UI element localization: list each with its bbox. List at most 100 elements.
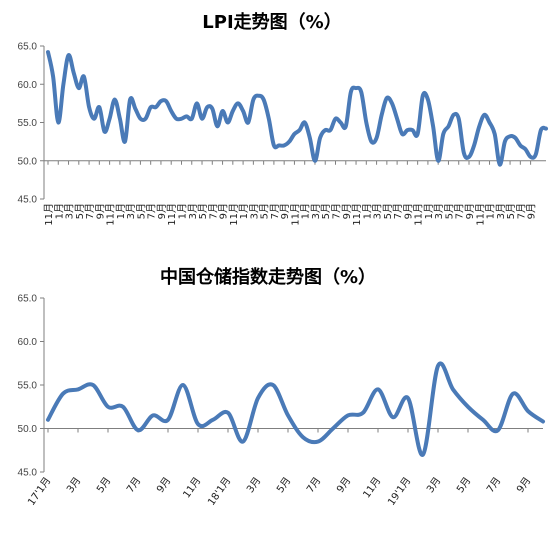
data-point	[107, 405, 110, 408]
x-tick-label: 7月	[84, 203, 96, 219]
data-point	[478, 125, 481, 128]
x-tick-label: 7月	[124, 475, 143, 495]
data-point	[221, 110, 224, 113]
y-tick-label: 50.0	[18, 424, 38, 435]
data-point	[242, 110, 245, 113]
data-point	[314, 159, 317, 162]
data-point	[211, 107, 214, 110]
data-point	[226, 121, 229, 124]
data-point	[360, 90, 363, 93]
data-point	[377, 388, 380, 391]
x-tick-label: 7月	[269, 203, 281, 219]
chart-title: 中国仓储指数走势图（%）	[160, 266, 376, 288]
data-point	[488, 121, 491, 124]
data-point	[195, 102, 198, 105]
y-tick-label: 45.0	[18, 195, 38, 206]
data-point	[416, 133, 419, 136]
data-point	[385, 97, 388, 100]
x-tick-label: 3月	[433, 203, 445, 219]
x-tick-label: 3月	[64, 203, 76, 219]
data-point	[144, 117, 147, 120]
data-point	[47, 418, 50, 421]
data-point	[272, 144, 275, 147]
data-point	[77, 87, 80, 90]
data-point	[380, 113, 383, 116]
x-tick-label: 7月	[146, 203, 158, 219]
data-point	[257, 397, 260, 400]
x-tick-label: 11月	[413, 203, 425, 226]
data-point	[165, 100, 168, 103]
x-tick-label: 11月	[105, 203, 117, 226]
data-point	[182, 384, 185, 387]
data-point	[159, 100, 162, 103]
data-point	[216, 125, 219, 128]
data-point	[298, 129, 301, 132]
data-point	[134, 107, 137, 110]
data-point	[406, 129, 409, 132]
x-tick-label: 1月	[176, 203, 188, 219]
x-tick-label: 3月	[424, 475, 443, 495]
data-point	[317, 440, 320, 443]
x-tick-label: 5月	[259, 203, 271, 219]
x-tick-label: 11月	[181, 475, 204, 501]
data-point	[512, 392, 515, 395]
data-point	[167, 418, 170, 421]
x-tick-label: 1月	[53, 203, 65, 219]
data-point	[365, 121, 368, 124]
data-point	[98, 106, 101, 109]
x-tick-label: 7月	[454, 203, 466, 219]
x-tick-label: 3月	[495, 203, 507, 219]
data-point	[113, 98, 116, 101]
data-point	[468, 155, 471, 158]
data-point	[392, 416, 395, 419]
data-point	[545, 127, 548, 130]
data-point	[514, 136, 517, 139]
data-point	[124, 140, 127, 143]
data-point	[257, 94, 260, 97]
x-tick-label: 9月	[402, 203, 414, 219]
data-point	[527, 410, 530, 413]
data-point	[391, 102, 394, 105]
x-tick-label: 3月	[372, 203, 384, 219]
series-line	[46, 361, 545, 457]
x-tick-label: 1月	[238, 203, 250, 219]
data-point	[349, 90, 352, 93]
data-point	[108, 117, 111, 120]
data-point	[426, 98, 429, 101]
x-tick-label: 7月	[304, 475, 323, 495]
data-point	[493, 133, 496, 136]
data-point	[197, 423, 200, 426]
x-tick-label: 7月	[515, 203, 527, 219]
data-point	[437, 364, 440, 367]
data-point	[534, 153, 537, 156]
x-tick-label: 3月	[244, 475, 263, 495]
data-point	[432, 125, 435, 128]
x-tick-label: 3月	[187, 203, 199, 219]
data-point	[283, 144, 286, 147]
data-point	[422, 453, 425, 456]
x-tick-label: 5月	[454, 475, 473, 495]
x-tick-label: 11月	[228, 203, 240, 226]
x-tick-label: 9月	[334, 475, 353, 495]
data-point	[103, 130, 106, 133]
data-point	[57, 121, 60, 124]
data-point	[401, 133, 404, 136]
x-tick-label: 5月	[505, 203, 517, 219]
x-tick-label: 18'1月	[205, 475, 233, 508]
data-point	[170, 110, 173, 113]
data-point	[509, 135, 512, 138]
data-point	[344, 125, 347, 128]
data-point	[347, 414, 350, 417]
x-tick-label: 1月	[361, 203, 373, 219]
y-tick-label: 55.0	[18, 118, 38, 129]
x-tick-label: 3月	[125, 203, 137, 219]
x-tick-label: 7月	[484, 475, 503, 495]
data-point	[447, 125, 450, 128]
data-point	[339, 121, 342, 124]
data-point	[319, 136, 322, 139]
data-point	[370, 140, 373, 143]
data-point	[190, 117, 193, 120]
data-point	[529, 155, 532, 158]
